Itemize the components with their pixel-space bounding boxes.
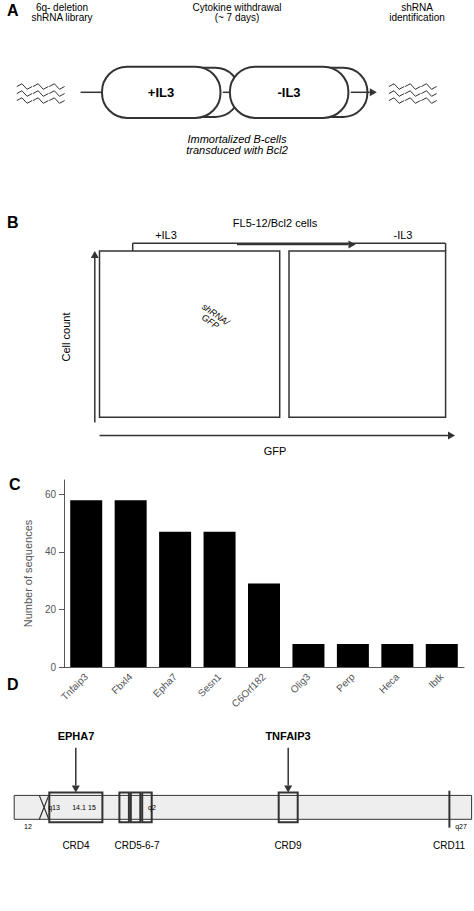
svg-text:+IL3: +IL3 [148,85,174,100]
svg-text:transduced with Bcl2: transduced with Bcl2 [186,144,288,156]
svg-text:-IL3: -IL3 [277,85,300,100]
svg-text:Number of sequences: Number of sequences [22,519,34,627]
svg-text:FL5-12/Bcl2 cells: FL5-12/Bcl2 cells [233,217,318,229]
svg-text:14.1: 14.1 [72,804,86,811]
svg-text:EPHA7: EPHA7 [58,730,95,742]
svg-text:Cell count: Cell count [60,313,72,362]
svg-text:CRD5-6-7: CRD5-6-7 [114,840,159,851]
svg-text:shRNA/: shRNA/ [200,301,232,328]
svg-text:Fbxl4: Fbxl4 [110,671,135,696]
svg-text:q2: q2 [148,804,156,812]
svg-text:6q- deletion: 6q- deletion [35,1,89,13]
svg-text:Cytokine withdrawal: Cytokine withdrawal [192,1,282,13]
svg-text:D: D [7,676,19,693]
svg-text:identification: identification [389,12,445,23]
svg-text:Heca: Heca [377,671,402,696]
svg-text:C6Orf182: C6Orf182 [229,671,268,710]
svg-text:GFP: GFP [264,445,287,457]
svg-text:A: A [7,2,19,19]
svg-text:Sesn1: Sesn1 [196,671,224,699]
svg-text:shRNA library: shRNA library [31,12,92,23]
svg-text:GFP: GFP [200,312,221,331]
svg-text:(~ 7 days): (~ 7 days) [215,12,260,23]
svg-text:20: 20 [45,604,57,615]
svg-text:-IL3: -IL3 [394,229,413,241]
svg-text:60: 60 [45,489,57,500]
svg-text:15: 15 [88,804,96,811]
svg-text:CRD9: CRD9 [274,840,302,851]
svg-text:+IL3: +IL3 [155,229,177,241]
svg-text:Tnfaip3: Tnfaip3 [59,671,91,703]
svg-text:B: B [7,214,19,231]
svg-text:CRD4: CRD4 [62,840,90,851]
svg-text:Epha7: Epha7 [151,671,180,700]
svg-text:TNFAIP3: TNFAIP3 [265,730,310,742]
svg-text:q13: q13 [48,804,60,812]
svg-text:Perp: Perp [334,671,357,694]
svg-text:C: C [9,476,21,493]
svg-text:40: 40 [45,546,57,557]
svg-text:shRNA: shRNA [401,1,433,13]
svg-text:12: 12 [24,823,32,830]
svg-text:0: 0 [50,662,56,673]
svg-text:Ibtk: Ibtk [427,671,446,690]
svg-text:Olig3: Olig3 [288,671,313,696]
svg-text:Immortalized B-cells: Immortalized B-cells [187,132,287,145]
svg-text:q27: q27 [455,823,467,831]
svg-text:CRD11: CRD11 [433,840,465,851]
